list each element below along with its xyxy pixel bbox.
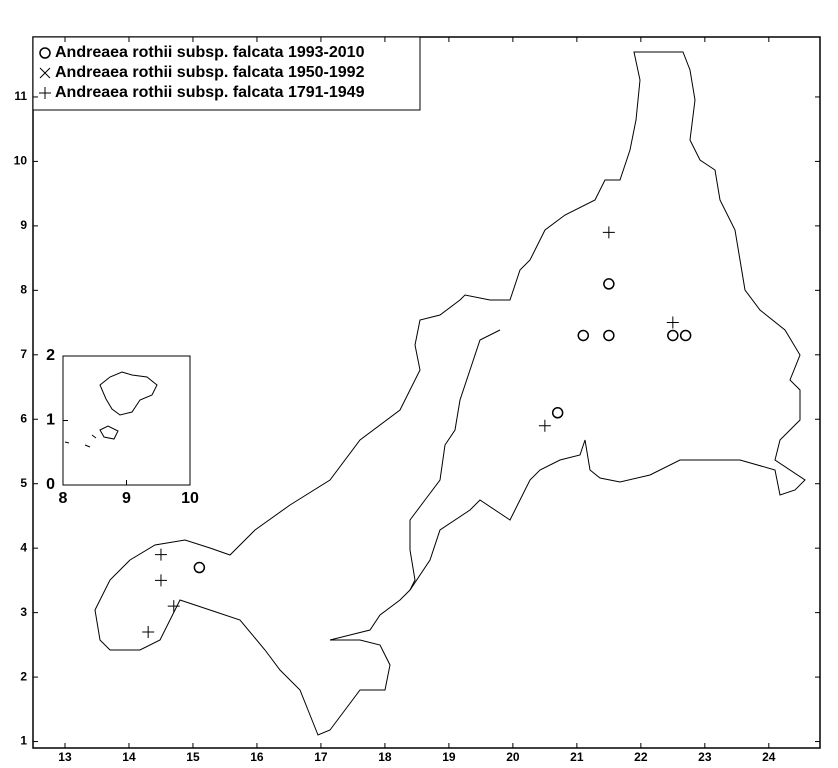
legend-box (32, 36, 421, 111)
y-tick-label: 1 (46, 412, 55, 429)
x-tick-label: 23 (698, 750, 712, 764)
point-plus (538, 419, 551, 432)
point-circle (193, 561, 206, 574)
x-tick-label: 21 (570, 750, 584, 764)
y-tick-label: 2 (46, 347, 55, 364)
y-tick-label: 6 (20, 411, 27, 425)
point-plus (666, 316, 679, 329)
x-tick-label: 19 (442, 750, 456, 764)
x-tick-label: 20 (506, 750, 520, 764)
point-circle (577, 329, 590, 342)
x-tick-label: 9 (122, 490, 131, 507)
point-circle (667, 329, 679, 342)
plot-frame (32, 36, 821, 749)
x-tick-label: 18 (378, 750, 392, 764)
x-tick-label: 8 (59, 490, 68, 507)
point-plus (154, 574, 167, 587)
county-outline (94, 51, 806, 736)
y-tick-label: 2 (20, 669, 27, 683)
x-tick-label: 24 (762, 750, 776, 764)
point-plus (154, 548, 167, 561)
x-tick-label: 22 (634, 750, 648, 764)
point-plus (167, 600, 180, 613)
x-tick-label: 13 (58, 750, 72, 764)
x-tick-label: 10 (181, 490, 199, 507)
y-tick-label: 7 (20, 347, 27, 361)
point-circle (603, 278, 615, 290)
point-plus (142, 625, 155, 638)
point-circle (603, 329, 615, 342)
legend-label: Andreaea rothii subsp. falcata 1791-1949 (55, 84, 365, 101)
border-line (409, 329, 501, 591)
x-tick-label: 14 (122, 750, 136, 764)
legend-label: Andreaea rothii subsp. falcata 1993-2010 (55, 44, 365, 61)
point-plus (602, 226, 615, 239)
legend-marker (39, 67, 51, 79)
y-tick-label: 1 (20, 734, 27, 748)
legend-label: Andreaea rothii subsp. falcata 1950-1992 (55, 64, 365, 81)
y-tick-label: 10 (14, 154, 28, 168)
y-tick-label: 11 (14, 89, 27, 103)
point-circle (679, 329, 692, 342)
y-tick-label: 5 (20, 476, 27, 490)
x-tick-label: 17 (314, 750, 328, 764)
inset-islands (64, 371, 158, 448)
y-tick-label: 0 (46, 476, 55, 493)
point-circle (551, 407, 564, 419)
x-tick-label: 15 (186, 750, 200, 764)
y-tick-label: 8 (20, 283, 27, 297)
legend-marker (39, 47, 51, 59)
x-tick-label: 16 (250, 750, 264, 764)
y-tick-label: 4 (20, 540, 27, 554)
y-tick-label: 3 (20, 605, 27, 619)
y-tick-label: 9 (20, 218, 27, 232)
legend-marker (39, 87, 51, 99)
